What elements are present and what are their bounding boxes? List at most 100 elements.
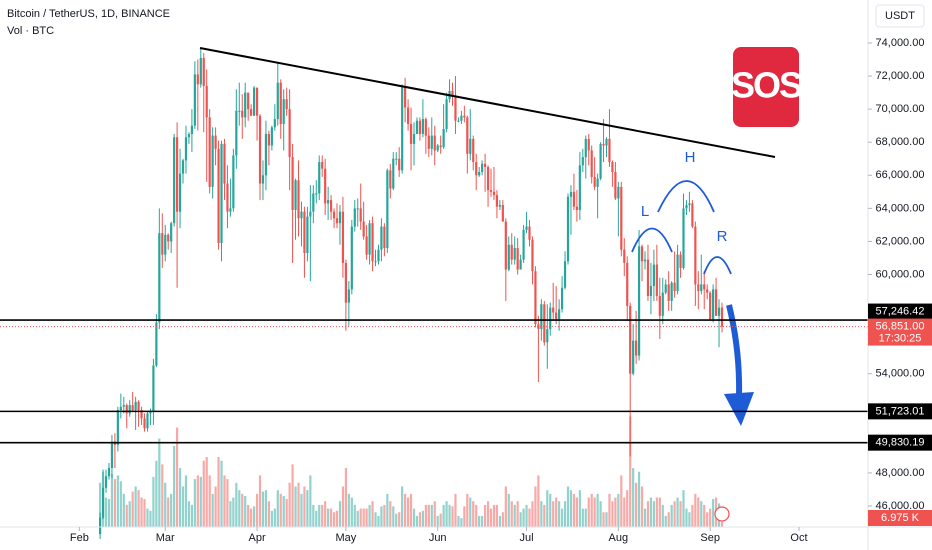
volume-bar	[478, 515, 481, 527]
candle-body	[466, 117, 469, 154]
volume-bar	[661, 504, 664, 527]
price-lines	[0, 319, 868, 444]
volume-bar	[264, 490, 268, 527]
candle-body	[543, 304, 546, 343]
arrow-head	[724, 392, 754, 426]
candle-body	[418, 120, 422, 134]
candle-body	[282, 99, 285, 125]
candle-body	[685, 205, 688, 209]
volume-bar	[175, 427, 179, 527]
volume-bar	[460, 518, 463, 527]
candle-body	[483, 163, 487, 168]
candle-body	[706, 289, 709, 293]
volume-bar	[143, 499, 146, 527]
volume-bar	[415, 515, 419, 527]
volume-bar	[412, 508, 416, 527]
volume-bar	[685, 508, 688, 527]
candle-body	[566, 196, 570, 262]
candle-body	[717, 307, 721, 316]
chart-title: Bitcoin / TetherUS, 1D, BINANCE	[7, 8, 170, 20]
volume-bar	[620, 475, 623, 527]
candle-body	[658, 295, 661, 316]
candle-body	[303, 211, 306, 253]
candle-body	[495, 195, 499, 207]
volume-bar	[629, 416, 632, 527]
price-line-label-box	[868, 434, 932, 451]
volume-bar	[611, 501, 614, 527]
volume-bar	[599, 501, 602, 527]
volume-bar	[513, 504, 516, 527]
candle-body	[181, 160, 185, 174]
candle-body	[291, 157, 294, 211]
volume-bar	[398, 512, 401, 527]
candle-body	[679, 254, 682, 268]
volume-bar	[377, 515, 380, 527]
volume-bar	[113, 479, 117, 527]
volume-bar	[584, 508, 587, 527]
axes: 46,000.00 48,000.00 54,000.00 60,000.00 62,0…	[70, 37, 932, 544]
volume-bar	[205, 457, 208, 527]
alert-icon[interactable]	[714, 506, 730, 522]
candle-body	[380, 226, 383, 250]
candle-body	[279, 82, 282, 125]
volume-bar	[475, 504, 478, 527]
volume-bar	[534, 486, 537, 527]
volume-bar	[392, 506, 395, 527]
candle-body	[202, 57, 205, 86]
candle-body	[119, 406, 122, 411]
candle-body	[267, 133, 270, 146]
candle-body	[255, 87, 259, 116]
candle-body	[424, 119, 427, 136]
volume-bar	[297, 482, 300, 527]
candle-body	[324, 168, 327, 204]
candle-body	[691, 203, 694, 227]
candle-body	[368, 223, 371, 255]
countdown: 17:30:25	[879, 332, 922, 344]
volume-bar	[241, 493, 244, 527]
candle-body	[264, 133, 268, 176]
x-tick-label: Jun	[429, 532, 447, 544]
candle-body	[412, 133, 416, 144]
candle-body	[469, 138, 472, 154]
volume-bar	[623, 497, 626, 527]
candle-body	[107, 467, 111, 477]
volume-bar	[104, 497, 108, 527]
candle-body	[531, 239, 534, 272]
volume-bar	[374, 512, 377, 527]
candle-body	[445, 99, 448, 129]
candle-body	[341, 211, 345, 263]
volume-bar	[706, 512, 709, 527]
candle-body	[694, 226, 697, 285]
candle-body	[498, 205, 501, 207]
candle-body	[356, 208, 359, 210]
volume-bar	[170, 493, 173, 527]
candle-body	[232, 155, 235, 209]
unit-box[interactable]	[875, 4, 925, 28]
volume-bar	[395, 513, 398, 527]
volume-bar	[341, 486, 345, 527]
volume-bar	[362, 508, 365, 527]
candle-body	[558, 309, 561, 320]
candle-body	[377, 249, 380, 262]
candle-body	[155, 322, 158, 366]
volume-bar	[525, 504, 528, 527]
volume-bar	[424, 504, 427, 527]
candle-body	[457, 120, 460, 122]
candle-body	[332, 211, 336, 219]
candle-body	[475, 162, 478, 176]
volume-bar	[137, 490, 140, 527]
candle-body	[655, 264, 658, 296]
last-price-label: 56,851.00	[876, 320, 925, 332]
candle-body	[664, 284, 667, 293]
candle-body	[611, 162, 614, 172]
candle-body	[164, 234, 167, 255]
volume-bar	[119, 481, 122, 527]
volume-bar	[353, 504, 356, 527]
candle-body	[226, 183, 229, 212]
volume-bar	[131, 491, 134, 527]
volume-bar	[546, 490, 549, 527]
candle-body	[241, 110, 244, 118]
candle-body	[460, 115, 463, 121]
candle-body	[667, 284, 670, 301]
candle-body	[193, 74, 196, 126]
